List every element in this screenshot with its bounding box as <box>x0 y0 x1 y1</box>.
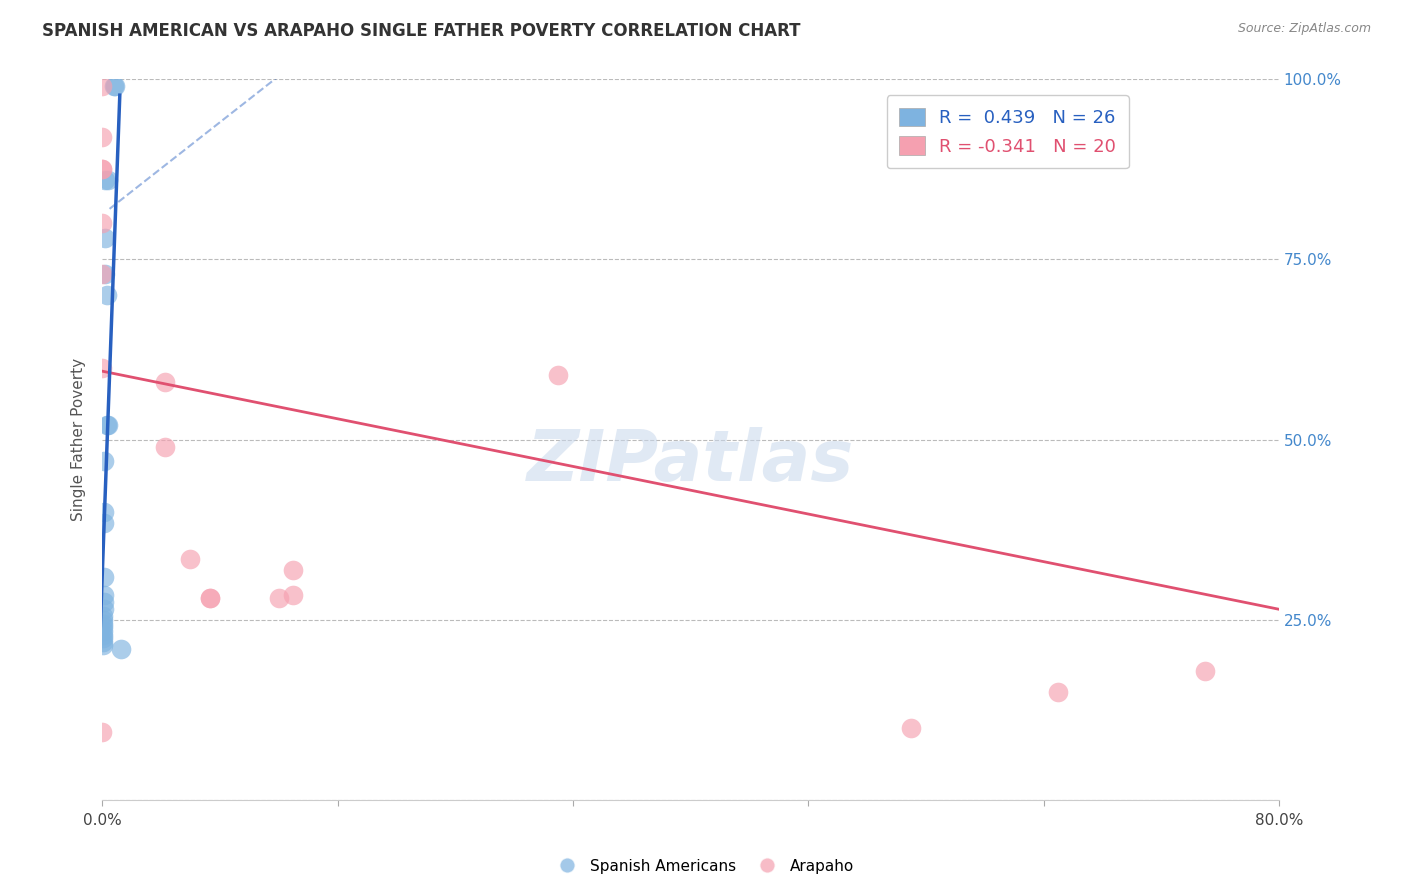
Legend: R =  0.439   N = 26, R = -0.341   N = 20: R = 0.439 N = 26, R = -0.341 N = 20 <box>887 95 1129 169</box>
Point <box>91 627 114 641</box>
Point <box>91 267 114 281</box>
Legend: Spanish Americans, Arapaho: Spanish Americans, Arapaho <box>546 853 860 880</box>
Point <box>155 375 177 389</box>
Point <box>91 624 114 638</box>
Text: SPANISH AMERICAN VS ARAPAHO SINGLE FATHER POVERTY CORRELATION CHART: SPANISH AMERICAN VS ARAPAHO SINGLE FATHE… <box>42 22 800 40</box>
Point <box>91 360 114 375</box>
Point <box>94 230 117 244</box>
Point <box>110 642 132 657</box>
Text: ZIPatlas: ZIPatlas <box>527 427 855 496</box>
Point <box>198 591 221 606</box>
Point <box>93 595 115 609</box>
Point <box>91 616 114 631</box>
Y-axis label: Single Father Poverty: Single Father Poverty <box>72 359 86 521</box>
Point <box>104 79 127 94</box>
Point <box>91 609 114 624</box>
Point <box>91 725 114 739</box>
Point <box>103 79 125 94</box>
Point <box>198 591 221 606</box>
Point <box>91 620 114 634</box>
Point <box>96 418 118 433</box>
Point <box>91 638 114 652</box>
Point <box>267 591 290 606</box>
Point <box>91 162 114 177</box>
Point <box>91 634 114 648</box>
Point <box>1047 685 1070 699</box>
Point <box>93 570 115 584</box>
Point <box>91 631 114 645</box>
Point <box>900 721 922 735</box>
Point <box>91 216 114 230</box>
Point <box>1194 664 1216 678</box>
Point <box>93 588 115 602</box>
Point <box>97 418 120 433</box>
Point <box>283 563 305 577</box>
Point <box>93 516 115 530</box>
Point <box>91 613 114 627</box>
Point <box>93 505 115 519</box>
Point <box>96 288 118 302</box>
Point <box>94 267 117 281</box>
Point <box>155 440 177 454</box>
Point <box>91 129 114 144</box>
Point <box>94 173 117 187</box>
Point <box>97 173 120 187</box>
Point <box>91 79 114 94</box>
Point <box>93 602 115 616</box>
Text: Source: ZipAtlas.com: Source: ZipAtlas.com <box>1237 22 1371 36</box>
Point <box>93 454 115 468</box>
Point <box>91 162 114 177</box>
Point <box>283 588 305 602</box>
Point <box>179 551 201 566</box>
Point <box>547 368 569 382</box>
